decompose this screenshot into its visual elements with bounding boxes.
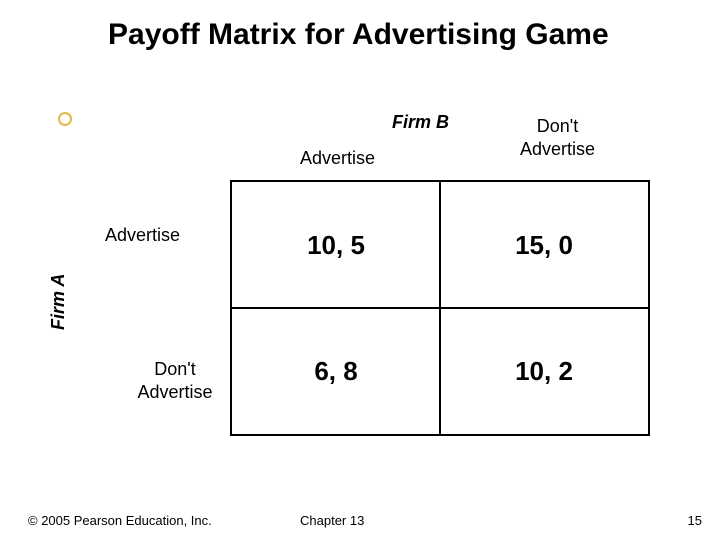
row-dont-line2: Advertise bbox=[137, 382, 212, 402]
page-number: 15 bbox=[688, 513, 702, 528]
col-header-dont-advertise: Don't Advertise bbox=[520, 115, 595, 160]
row-header-advertise: Advertise bbox=[105, 225, 180, 246]
player-row-label: Firm A bbox=[48, 274, 69, 330]
payoff-matrix: 10, 5 15, 0 6, 8 10, 2 bbox=[230, 180, 650, 436]
slide-title: Payoff Matrix for Advertising Game bbox=[108, 18, 609, 53]
row-dont-line1: Don't bbox=[154, 359, 195, 379]
cell-adv-adv: 10, 5 bbox=[232, 182, 440, 308]
cell-dont-dont: 10, 2 bbox=[440, 308, 648, 434]
cell-dont-adv: 6, 8 bbox=[232, 308, 440, 434]
cell-adv-dont: 15, 0 bbox=[440, 182, 648, 308]
col-dont-line2: Advertise bbox=[520, 139, 595, 159]
chapter-text: Chapter 13 bbox=[300, 513, 364, 528]
copyright-text: © 2005 Pearson Education, Inc. bbox=[28, 513, 212, 528]
bullet-icon bbox=[58, 112, 72, 126]
col-header-advertise: Advertise bbox=[300, 148, 375, 169]
player-col-label: Firm B bbox=[392, 112, 449, 133]
row-header-dont-advertise: Don't Advertise bbox=[130, 358, 220, 403]
col-dont-line1: Don't bbox=[537, 116, 578, 136]
